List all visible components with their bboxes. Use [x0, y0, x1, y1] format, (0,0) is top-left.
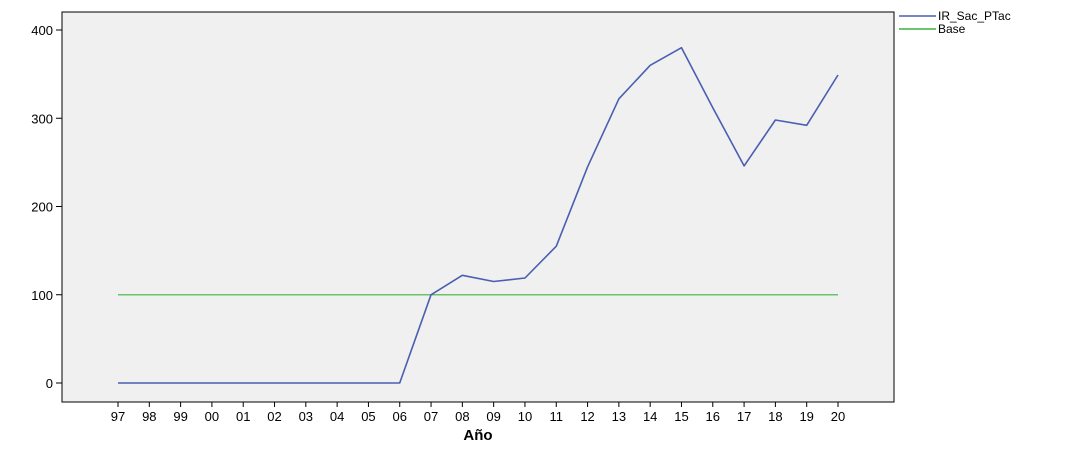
x-tick-label: 00 — [205, 409, 219, 424]
x-tick-label: 20 — [831, 409, 845, 424]
x-axis-title: Año — [463, 427, 492, 444]
x-tick-label: 13 — [612, 409, 626, 424]
y-axis: 0 100 200 300 400 — [31, 23, 62, 391]
plot-area — [61, 11, 895, 403]
x-axis: 97 98 99 00 01 02 03 04 05 06 07 08 09 10 11 12 13 14 15 16… — [111, 402, 845, 424]
x-tick-label: 98 — [142, 409, 156, 424]
series-line-ir-sac-ptac — [118, 46, 839, 384]
x-tick-label: 09 — [486, 409, 500, 424]
y-tick-label: 0 — [46, 376, 53, 391]
x-tick-label: 18 — [768, 409, 782, 424]
x-tick-label: 14 — [643, 409, 657, 424]
x-tick-label: 03 — [299, 409, 313, 424]
x-tick-label: 08 — [455, 409, 469, 424]
legend-label: Base — [938, 22, 966, 36]
y-tick-label: 200 — [31, 200, 53, 215]
x-tick-label: 12 — [580, 409, 594, 424]
x-tick-label: 99 — [173, 409, 187, 424]
legend-label: IR_Sac_PTac — [938, 9, 1011, 23]
x-tick-label: 05 — [361, 409, 375, 424]
x-tick-label: 19 — [799, 409, 813, 424]
series-layer — [118, 46, 839, 384]
x-tick-label: 04 — [330, 409, 344, 424]
y-tick-label: 400 — [31, 23, 53, 38]
x-tick-label: 10 — [518, 409, 532, 424]
y-tick-label: 100 — [31, 288, 53, 303]
x-tick-label: 97 — [111, 409, 125, 424]
x-tick-label: 11 — [550, 409, 564, 424]
x-tick-label: 01 — [236, 409, 250, 424]
x-tick-label: 07 — [424, 409, 438, 424]
x-tick-label: 02 — [267, 409, 281, 424]
x-tick-label: 15 — [674, 409, 688, 424]
x-tick-label: 06 — [393, 409, 407, 424]
x-tick-label: 16 — [706, 409, 720, 424]
y-tick-label: 300 — [31, 111, 53, 126]
x-tick-label: 17 — [737, 409, 751, 424]
